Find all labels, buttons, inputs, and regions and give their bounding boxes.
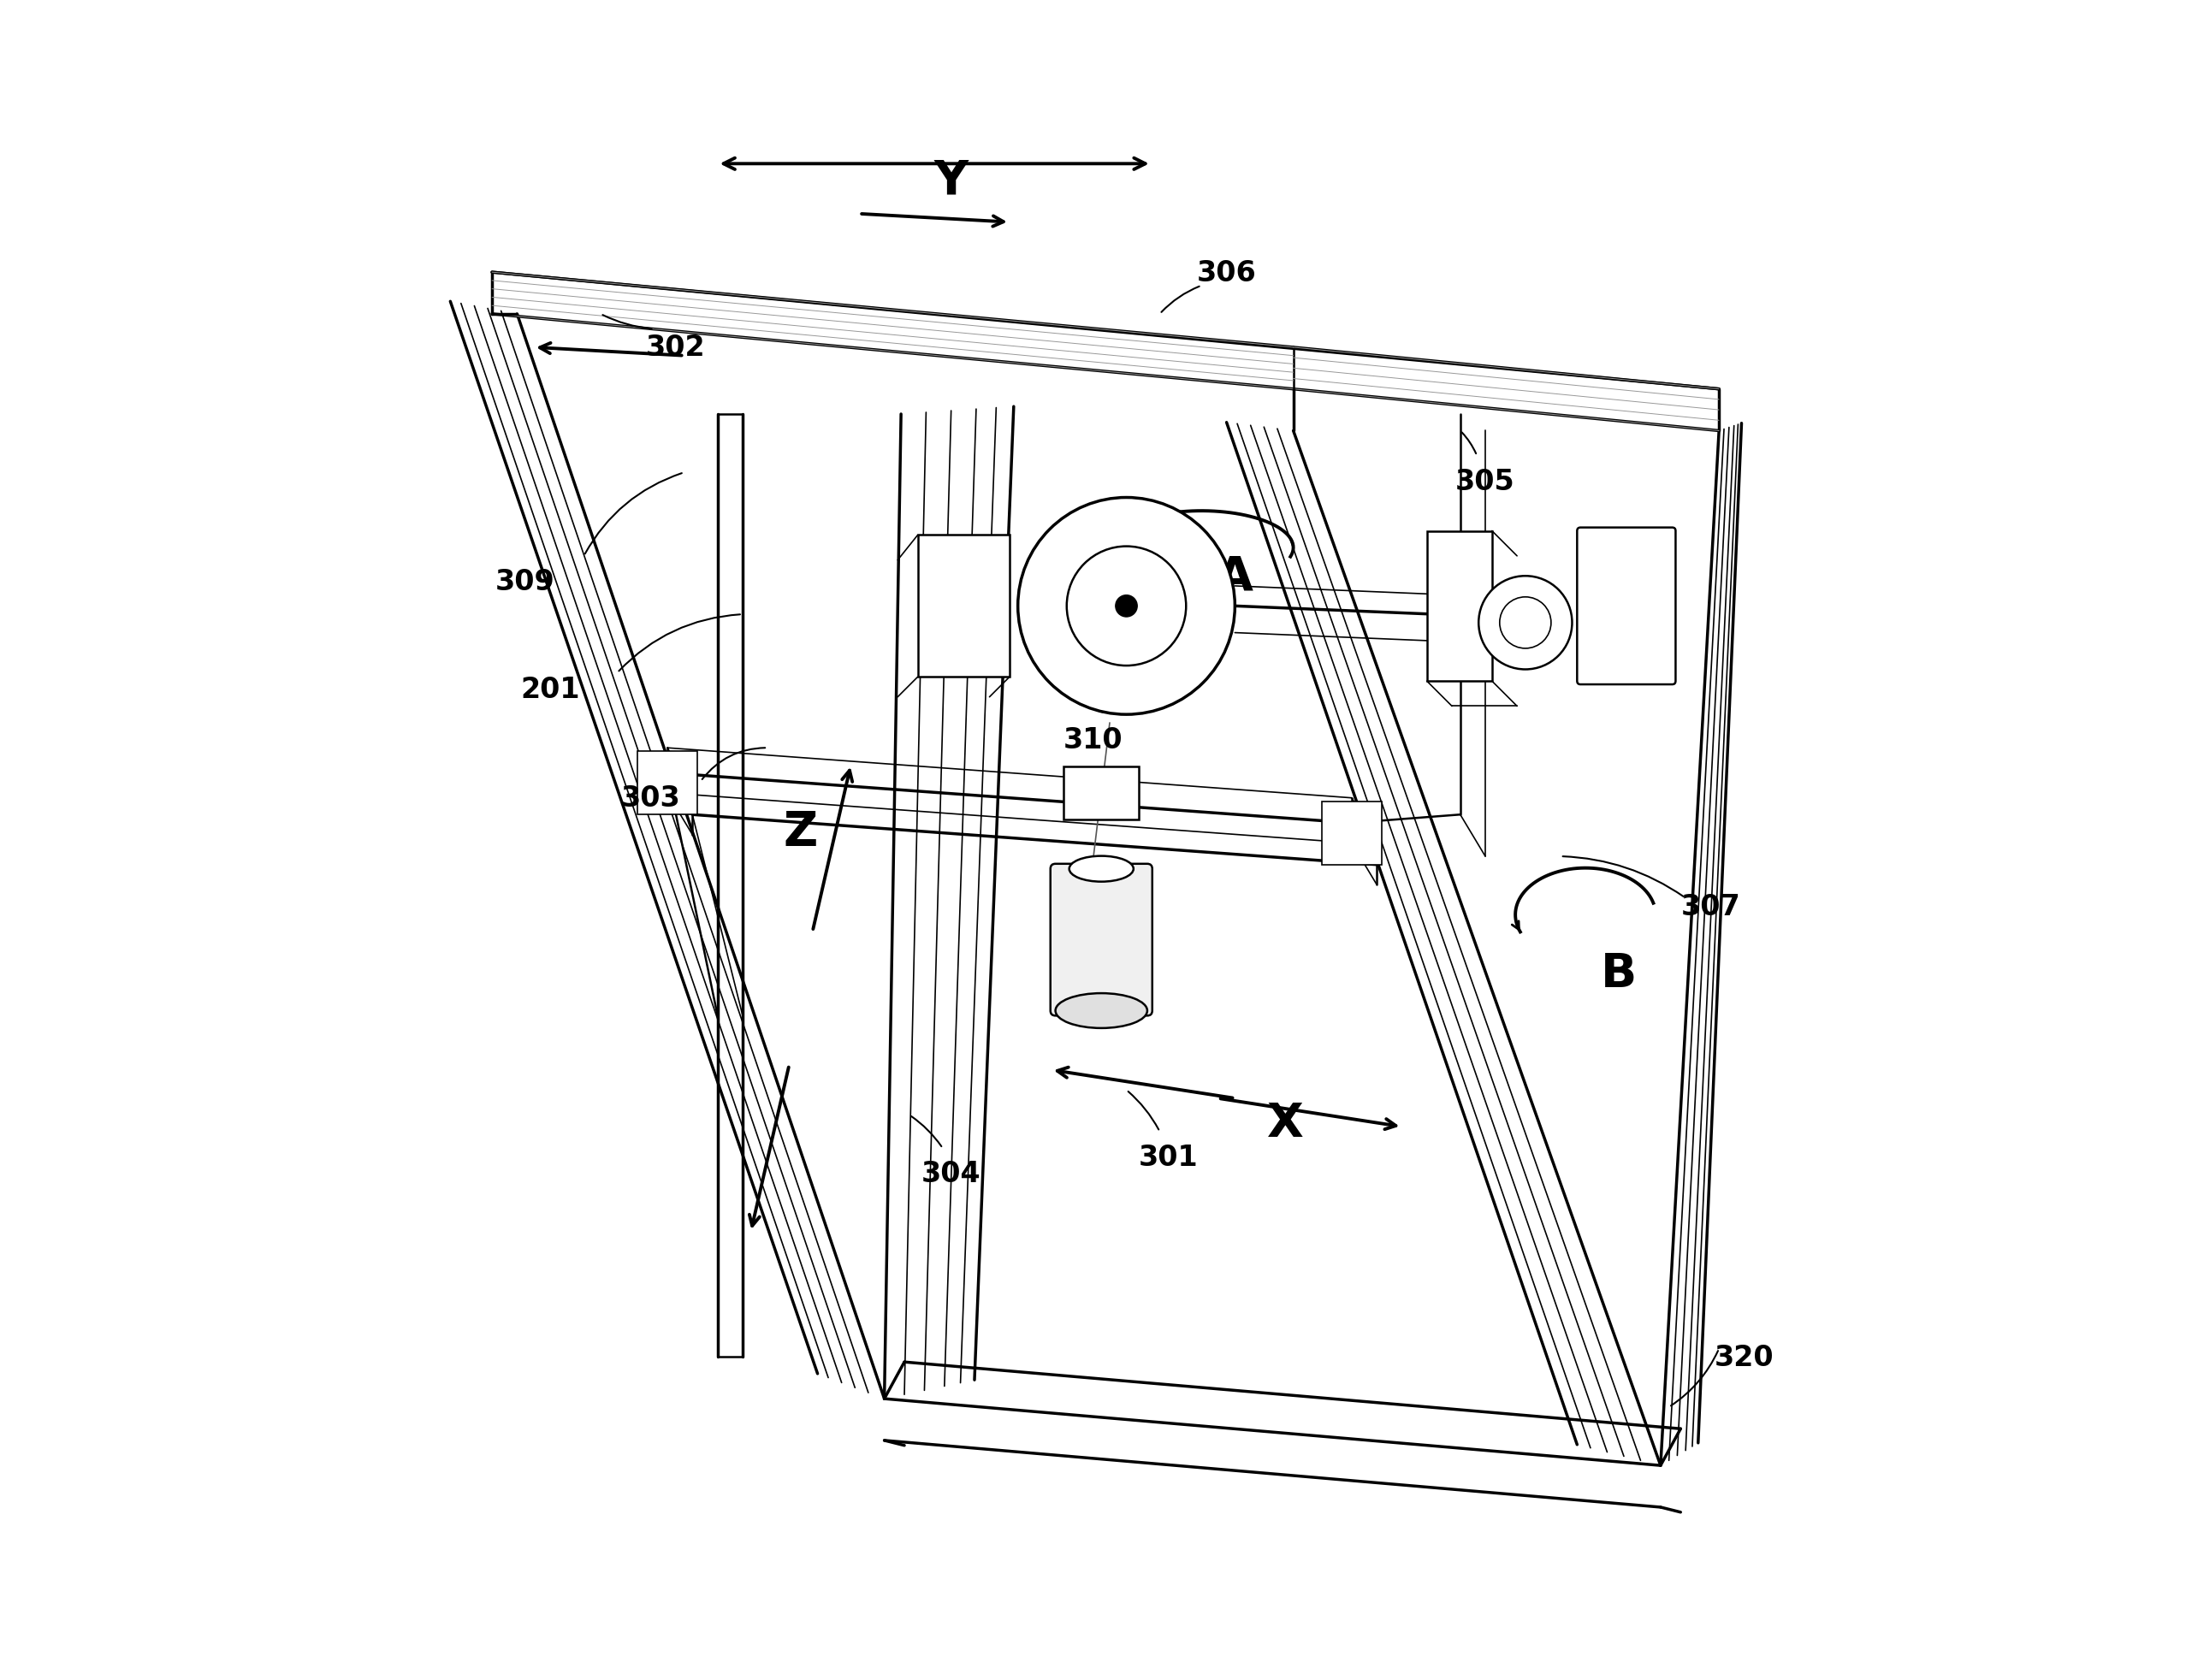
Text: 301: 301 <box>1139 1142 1198 1171</box>
Text: 306: 306 <box>1196 259 1257 287</box>
Ellipse shape <box>1056 993 1148 1028</box>
Text: 307: 307 <box>1681 892 1740 921</box>
Bar <box>1323 801 1382 865</box>
Circle shape <box>1067 546 1187 665</box>
Text: 201: 201 <box>520 675 579 704</box>
Bar <box>1427 531 1493 682</box>
FancyBboxPatch shape <box>1576 528 1677 685</box>
Bar <box>1065 766 1139 820</box>
FancyBboxPatch shape <box>1051 864 1152 1016</box>
Text: 320: 320 <box>1714 1342 1773 1371</box>
Text: 303: 303 <box>621 785 680 813</box>
Text: X: X <box>1266 1100 1303 1147</box>
Text: 305: 305 <box>1456 467 1515 496</box>
Circle shape <box>1019 497 1235 716</box>
Bar <box>918 536 1010 677</box>
Circle shape <box>1500 598 1552 648</box>
Text: 304: 304 <box>920 1159 982 1188</box>
Text: Z: Z <box>783 808 818 855</box>
Bar <box>638 751 697 815</box>
Text: 302: 302 <box>645 334 706 361</box>
Text: B: B <box>1600 951 1637 996</box>
Text: 310: 310 <box>1062 726 1124 754</box>
Text: 309: 309 <box>496 568 555 595</box>
Circle shape <box>1478 576 1572 670</box>
Ellipse shape <box>1069 857 1135 882</box>
Circle shape <box>1115 596 1137 617</box>
Text: Y: Y <box>933 158 968 205</box>
Text: A: A <box>1215 553 1253 600</box>
